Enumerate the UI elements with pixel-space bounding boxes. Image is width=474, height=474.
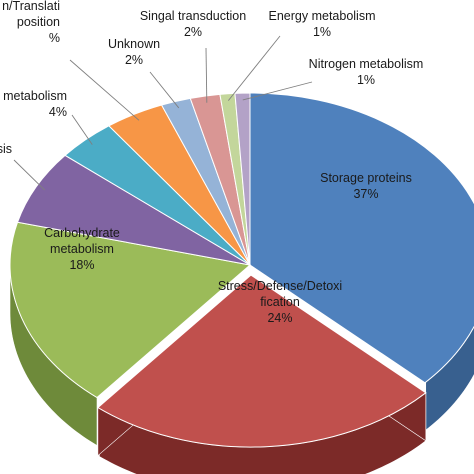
leader-line-4 [71, 114, 93, 145]
pie-slice-9 [234, 92, 251, 266]
slice-label-8: Energy metabolism 1% [269, 9, 376, 39]
leader-line-3 [13, 159, 46, 191]
pie-slice-0 [249, 92, 474, 384]
pie-slice-1 [97, 274, 427, 448]
leader-line-9 [242, 81, 313, 101]
slice-label-3: esis [0, 142, 12, 156]
slice-label-9: Nitrogen metabolism 1% [309, 57, 424, 87]
leader-line-5 [69, 59, 140, 121]
pie-top-layer [9, 92, 474, 448]
leader-line-6 [149, 71, 180, 109]
leader-lines [13, 35, 313, 191]
slice-labels: Storage proteins 37% Stress/Defense/Detoxi… [0, 0, 423, 325]
leader-line-8 [227, 35, 281, 101]
slice-label-2: Carbohydrate metabolism 18% [44, 226, 120, 272]
slice-label-4: metabolism 4% [3, 89, 67, 119]
slice-label-5: n/Translati position% [2, 0, 60, 45]
leader-line-7 [205, 47, 208, 103]
pie-slice-2 [9, 221, 252, 399]
slice-label-6: Unknown 2% [108, 37, 160, 67]
slice-label-0: Storage proteins 37% [320, 171, 412, 201]
pie-slice-3 [16, 154, 251, 266]
slice-label-1: Stress/Defense/Detoxi fication 24% [218, 279, 342, 325]
slice-label-7: Singal transduction 2% [140, 9, 246, 39]
